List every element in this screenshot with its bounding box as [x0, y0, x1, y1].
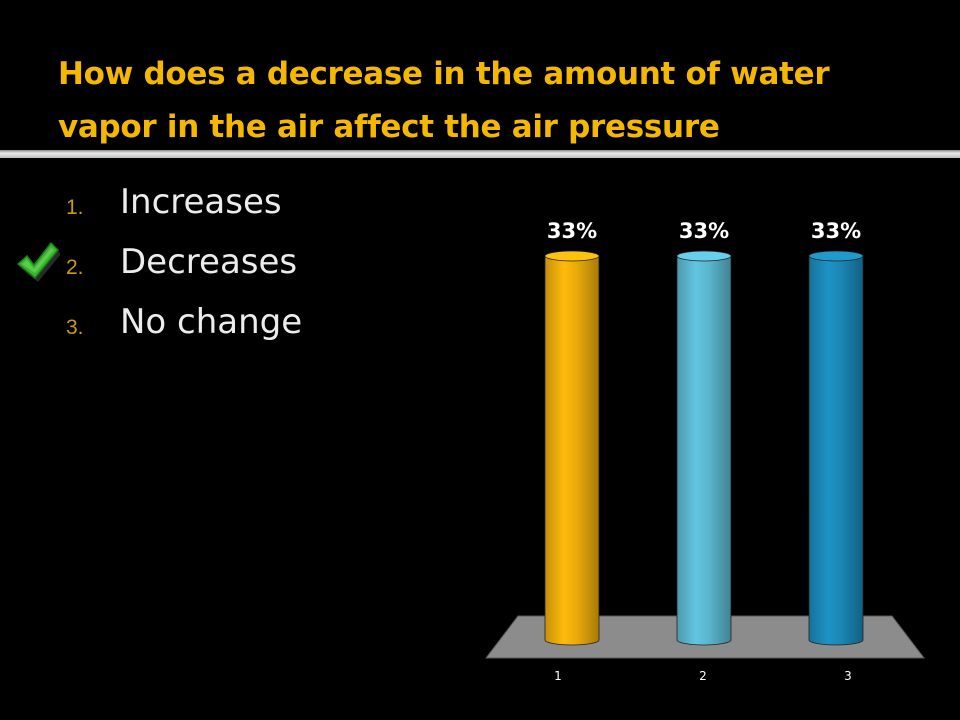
answer-option-3[interactable]: 3. No change — [0, 294, 470, 354]
results-chart: 33% 33% 33% 1 2 3 — [484, 219, 926, 683]
slide-title-line-1: How does a decrease in the amount of wat… — [58, 56, 830, 92]
bar-top-1 — [544, 250, 600, 262]
bar-1 — [544, 255, 600, 646]
slide-title-line-2: vapor in the air affect the air pressure — [58, 109, 720, 145]
bar-3 — [808, 255, 864, 646]
bar-top-3 — [808, 250, 864, 262]
data-label-2: 33% — [679, 219, 729, 243]
data-label-1: 33% — [547, 219, 597, 243]
bar-2 — [676, 255, 732, 646]
title-band: How does a decrease in the amount of wat… — [0, 0, 960, 150]
x-tick-label-2: 2 — [699, 669, 707, 683]
title-divider — [0, 150, 960, 158]
answer-option-1[interactable]: 1. Increases — [0, 174, 470, 234]
checkmark-icon — [16, 241, 60, 282]
x-tick-label-1: 1 — [554, 669, 562, 683]
data-label-3: 33% — [811, 219, 861, 243]
bar-top-2 — [676, 250, 732, 262]
answer-label: Decreases — [120, 242, 298, 282]
answer-number: 2. — [66, 256, 84, 279]
answer-list: 1. Increases 2. Decreases 3. No change — [0, 158, 470, 408]
x-tick-label-3: 3 — [844, 669, 852, 683]
answer-label: No change — [120, 302, 303, 342]
slide-content: 1. Increases 2. Decreases 3. No change 3… — [0, 158, 960, 720]
answer-number: 3. — [66, 316, 84, 339]
answer-label: Increases — [120, 182, 282, 222]
answer-option-2[interactable]: 2. Decreases — [0, 234, 470, 294]
slide-title: How does a decrease in the amount of wat… — [58, 48, 938, 154]
answer-number: 1. — [66, 196, 84, 219]
